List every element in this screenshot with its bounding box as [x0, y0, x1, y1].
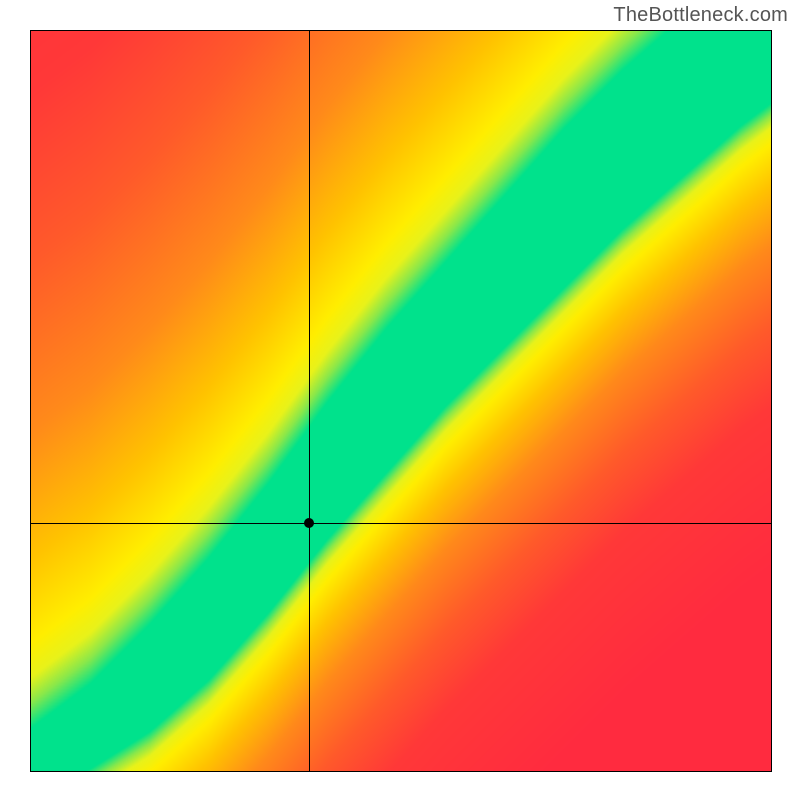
watermark-text: TheBottleneck.com [613, 4, 788, 27]
heatmap-plot [30, 30, 772, 772]
crosshair-marker [304, 518, 314, 528]
heatmap-canvas [31, 31, 771, 771]
crosshair-horizontal [31, 523, 771, 524]
crosshair-vertical [309, 31, 310, 771]
